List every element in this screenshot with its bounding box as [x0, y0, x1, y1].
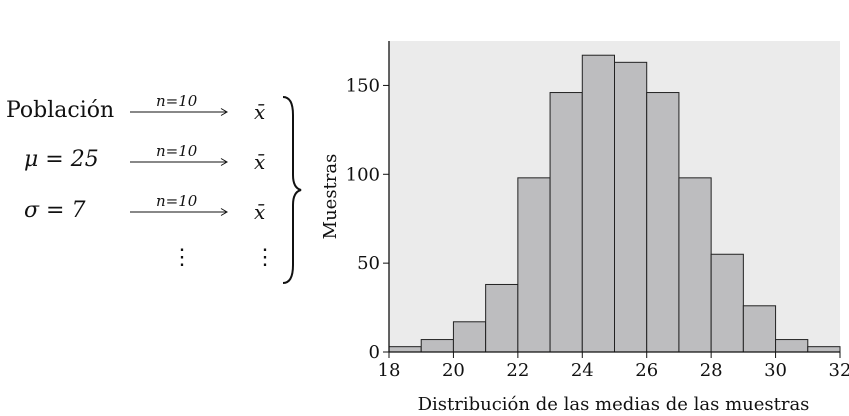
histogram-bar: [678, 177, 712, 353]
histogram-bar: [517, 177, 551, 353]
x-axis-label: Distribución de las medias de las muestr…: [418, 394, 810, 415]
sigma-label: σ = 7: [24, 198, 86, 223]
x-tick-label: 26: [635, 360, 658, 381]
arrow-label-1: n=10: [156, 92, 198, 110]
population-label: Población: [6, 98, 115, 123]
histogram-bar: [420, 339, 454, 353]
histogram-bar: [742, 305, 777, 353]
histogram-bar: [807, 346, 841, 353]
histogram-bar: [710, 253, 744, 353]
x-tick-label: 28: [700, 360, 723, 381]
sample-mean-2: x̄: [254, 150, 266, 174]
y-tick-label: 100: [346, 164, 380, 185]
y-tick-label: 50: [357, 253, 380, 274]
histogram-bar: [646, 92, 680, 353]
x-tick-label: 32: [829, 360, 849, 381]
x-tick-label: 20: [442, 360, 465, 381]
arrowhead-1: [220, 108, 228, 116]
y-axis-label: Muestras: [320, 154, 341, 240]
histogram-bar: [614, 61, 648, 353]
sample-mean-1: x̄: [254, 100, 266, 124]
right-brace: [282, 96, 302, 284]
y-tick-label: 0: [369, 342, 380, 363]
histogram-bar: [581, 54, 615, 353]
y-tick-label: 150: [346, 75, 380, 96]
x-tick-label: 30: [764, 360, 787, 381]
x-tick-label: 24: [571, 360, 594, 381]
histogram-bar: [549, 92, 583, 353]
sample-mean-3: x̄: [254, 200, 266, 224]
mu-label: μ = 25: [24, 147, 99, 172]
histogram-bar: [775, 339, 809, 353]
histogram-bar: [452, 321, 487, 353]
y-axis-ticks: 0 50 100 150: [346, 75, 389, 363]
x-axis-ticks: 18 20 22 24 26 28 30 32: [378, 352, 849, 381]
diagram-arrows: [130, 96, 302, 284]
histogram-bar: [388, 346, 422, 353]
arrow-label-2: n=10: [156, 142, 198, 160]
x-tick-label: 18: [378, 360, 401, 381]
arrowhead-2: [220, 158, 228, 166]
histogram-bars: [388, 54, 841, 353]
x-tick-label: 22: [506, 360, 529, 381]
arrowhead-3: [220, 208, 228, 216]
histogram-bar: [485, 283, 519, 353]
sampling-diagram: Población μ = 25 σ = 7 n=10 n=10 n=10 x̄…: [0, 0, 310, 416]
arrow-label-3: n=10: [156, 192, 198, 210]
